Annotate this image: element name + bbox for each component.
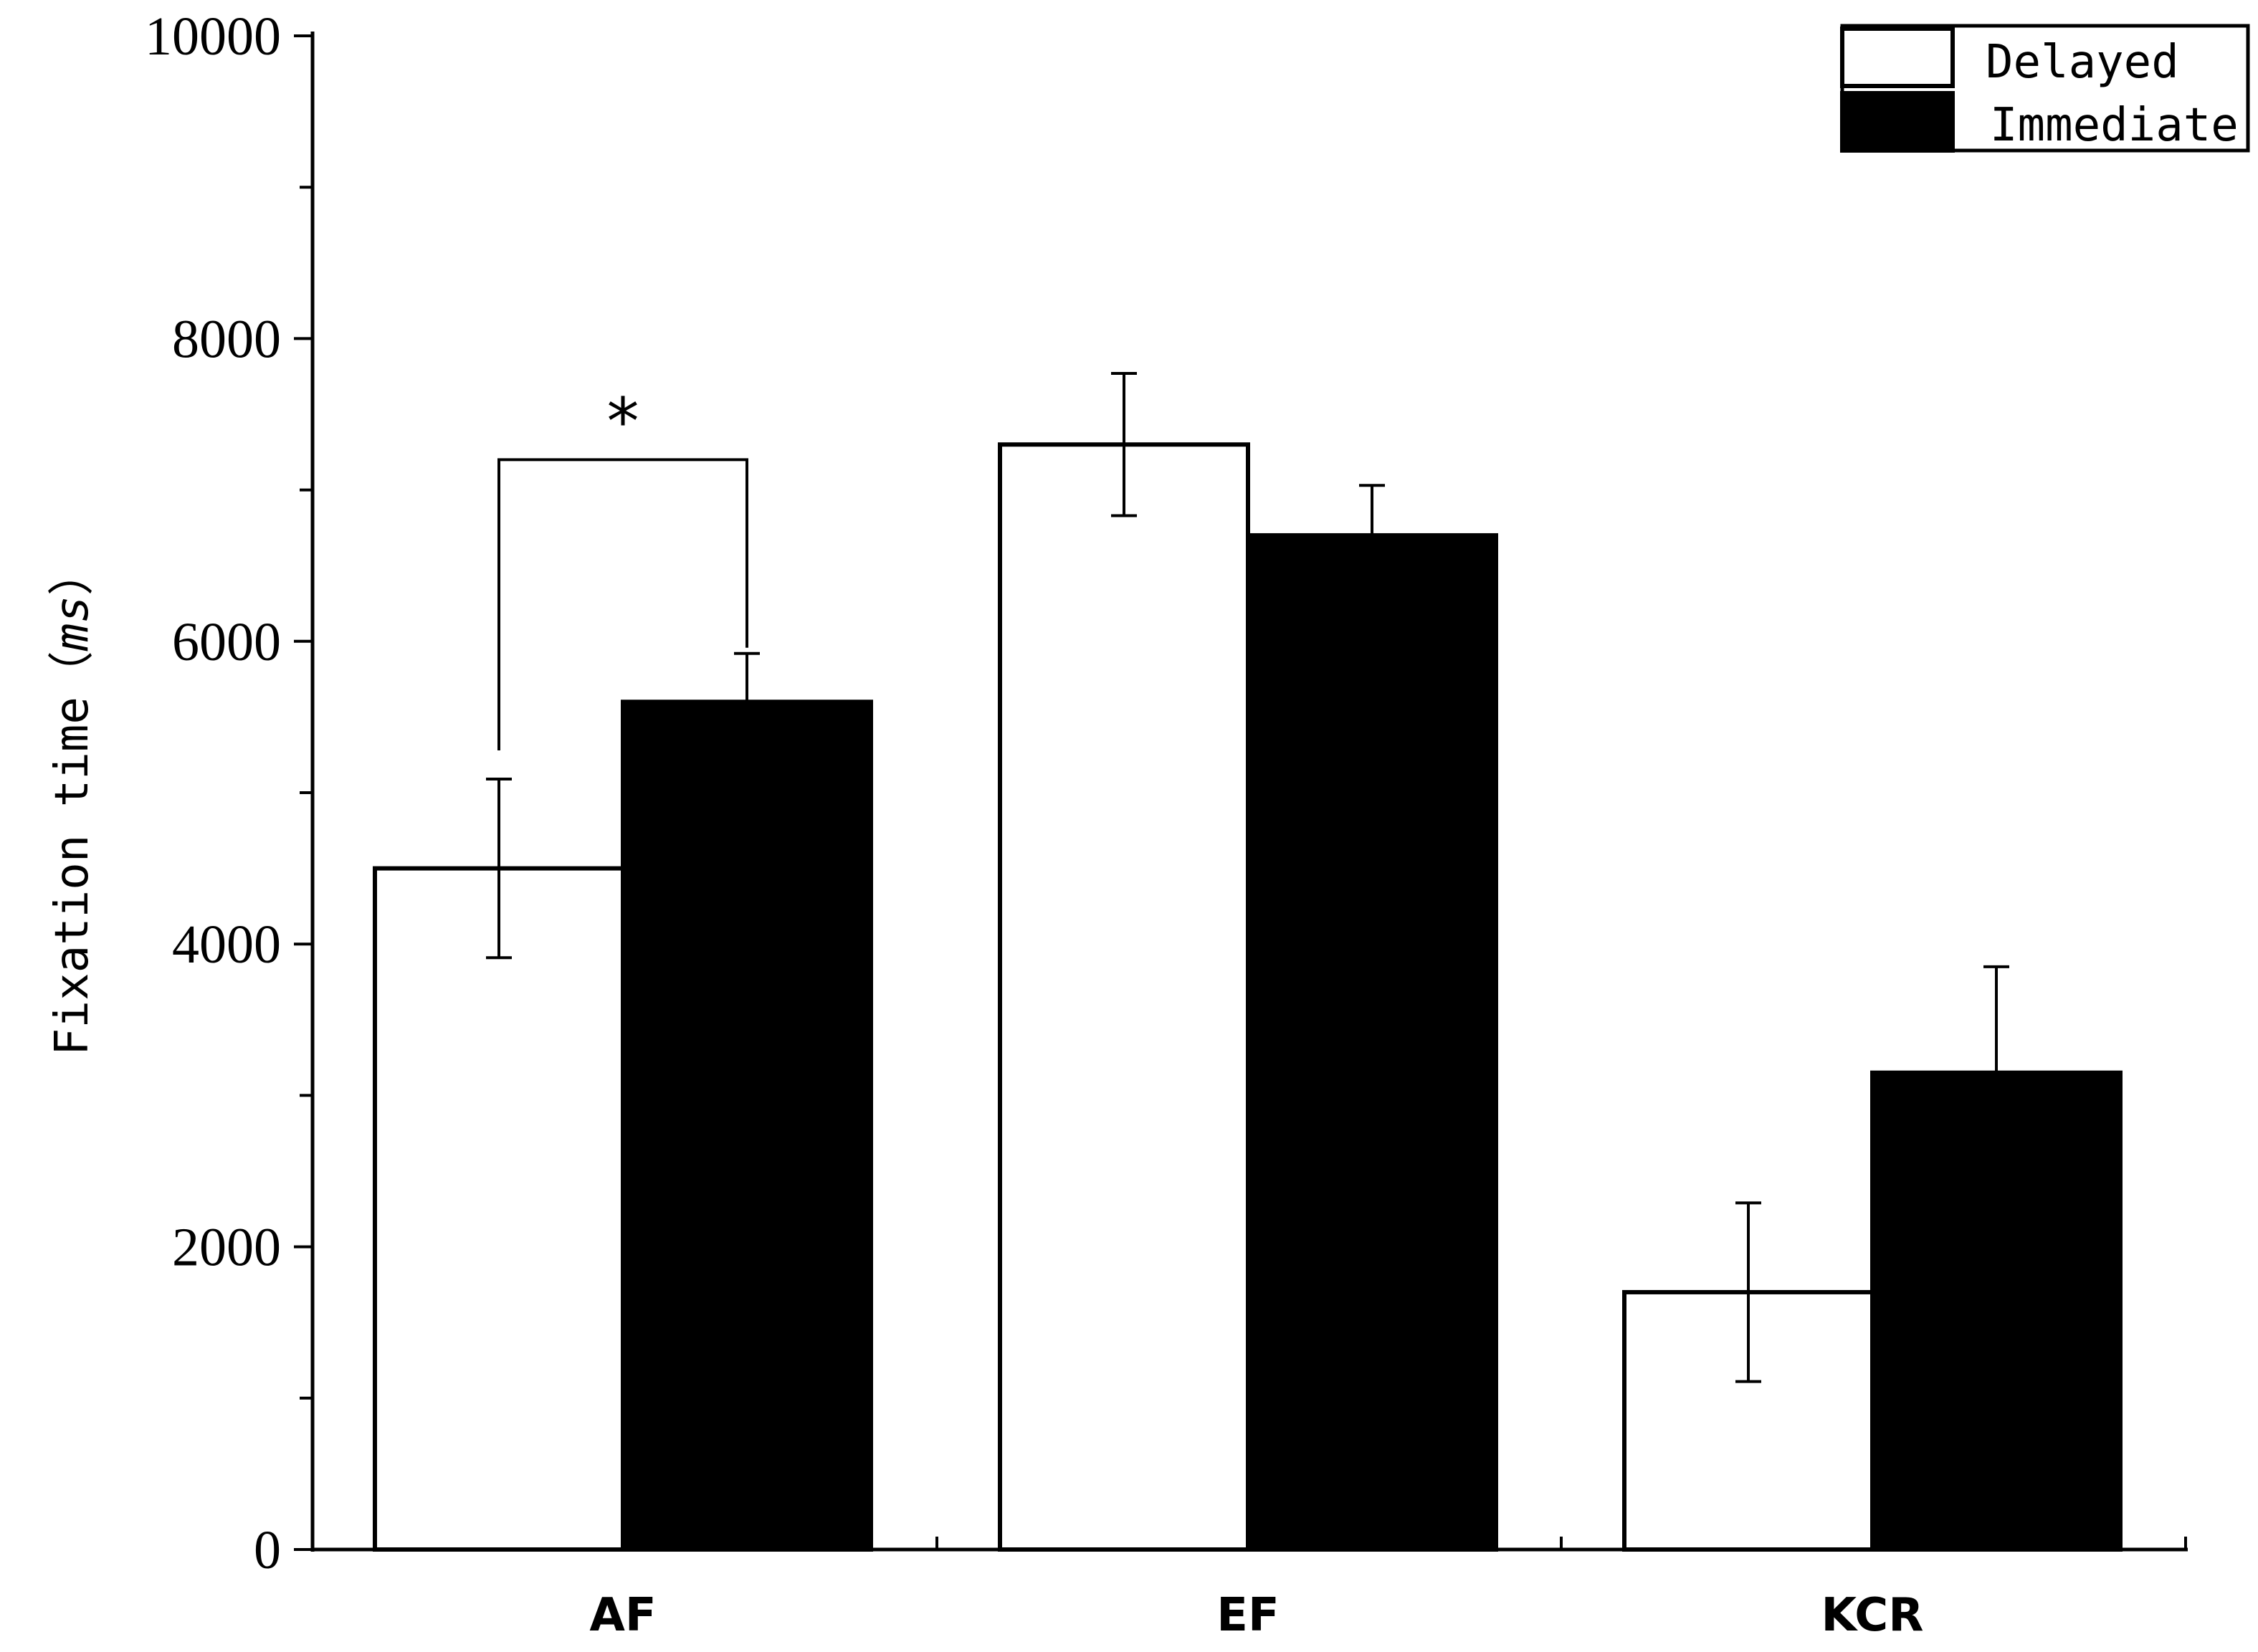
y-tick-label: 8000 [172,309,281,369]
legend-label-delayed: Delayed [1986,36,2179,89]
category-label-kcr: KCR [1821,1589,1924,1642]
category-label-ef: EF [1216,1589,1279,1642]
y-axis-label-text: Fixation time [46,697,99,1056]
y-tick-label: 2000 [172,1218,281,1278]
y-tick-label: 6000 [172,612,281,672]
y-axis-label-unit: ms [46,596,99,651]
y-ticks: 0 2000 4000 6000 8000 10000 [145,6,313,1580]
bar-immediate-ef [1246,533,1498,1552]
y-axis-label-close-paren: ） [46,550,99,596]
y-axis-label: Fixation time（ms） [46,550,99,1056]
category-labels: AF EF KCR [589,1589,1923,1642]
bar-delayed-af [373,866,625,1552]
legend-swatch-immediate [1840,91,1955,153]
y-axis-label-open-paren: （ [46,651,99,697]
bar-delayed-kcr [1622,1289,1874,1552]
category-label-af: AF [589,1589,656,1642]
y-tick-label: 0 [254,1520,281,1580]
legend-label-immediate: Immediate [1990,99,2239,152]
bars [373,442,2123,1552]
significance-bracket [497,458,748,750]
y-tick-label: 10000 [145,6,281,67]
legend-swatch-delayed [1840,27,1955,88]
significance-asterisk: * [607,384,639,459]
bar-delayed-ef [998,442,1250,1552]
y-tick-label: 4000 [172,915,281,975]
legend: Delayed Immediate [1840,24,2250,153]
error-bars [486,371,2009,1383]
bar-immediate-af [621,700,873,1552]
significance-annotation: * [497,384,748,750]
